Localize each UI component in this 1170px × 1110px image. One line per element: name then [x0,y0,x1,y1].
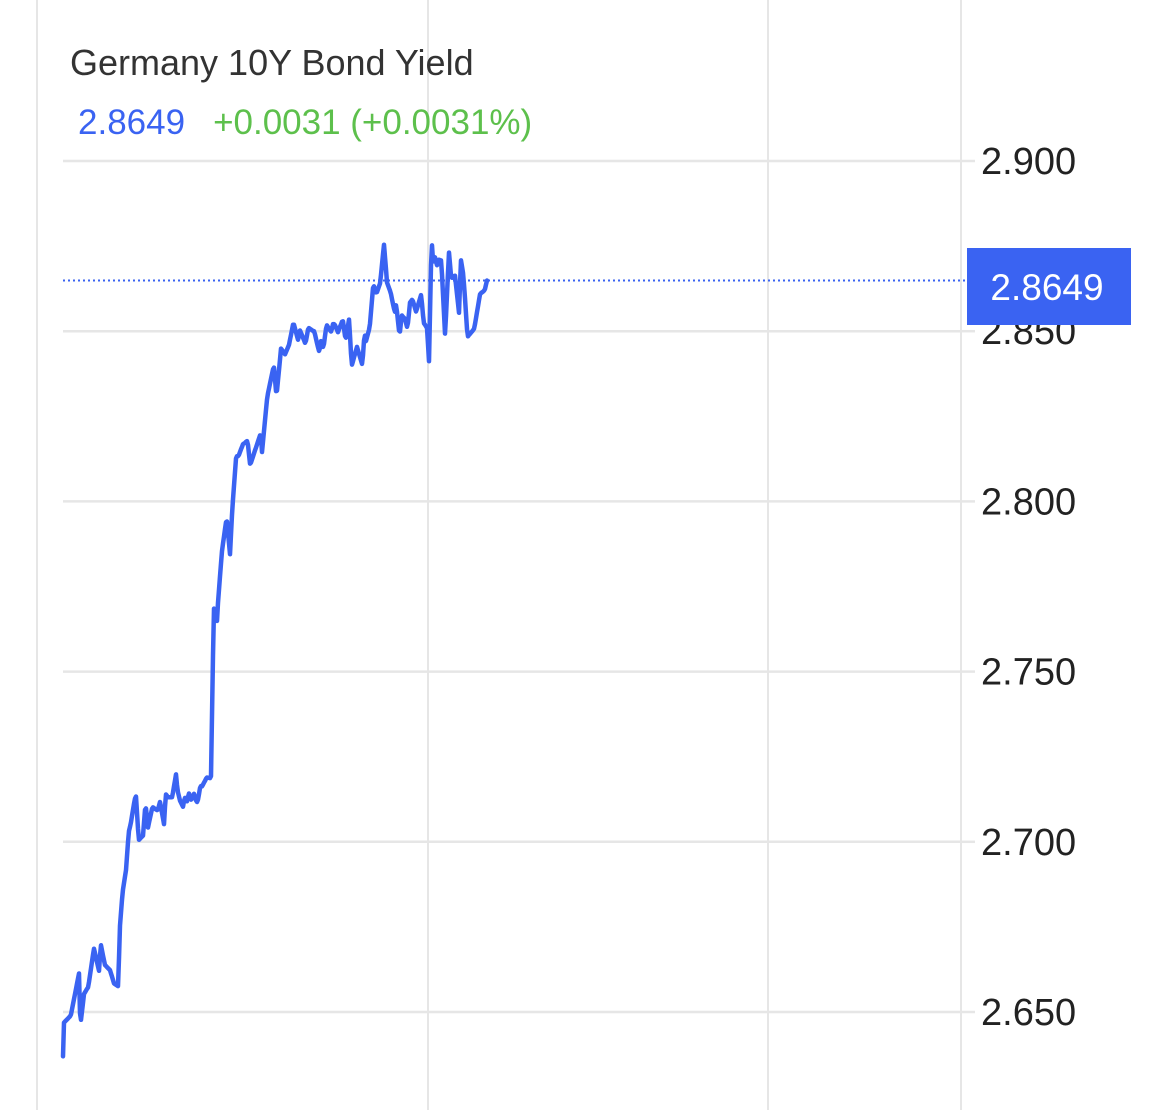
y-tick-label: 2.900 [981,141,1076,183]
y-tick-label: 2.700 [981,822,1076,864]
last-price-badge-label: 2.8649 [990,267,1103,308]
chart-grid [36,0,962,1110]
last-value: 2.8649 [78,103,186,142]
chart-title: Germany 10Y Bond Yield [70,42,474,83]
yield-line [60,242,490,1059]
last-price-badge: 2.8649 [967,248,1131,325]
y-tick-label: 2.800 [981,481,1076,523]
y-tick-label: 2.750 [981,652,1076,694]
last-price-badge-box [967,248,1131,325]
quote-row: 2.8649 +0.0031 (+0.0031%) [78,103,532,143]
y-tick-label: 2.650 [981,992,1076,1034]
change-value: +0.0031 (+0.0031%) [213,103,533,142]
